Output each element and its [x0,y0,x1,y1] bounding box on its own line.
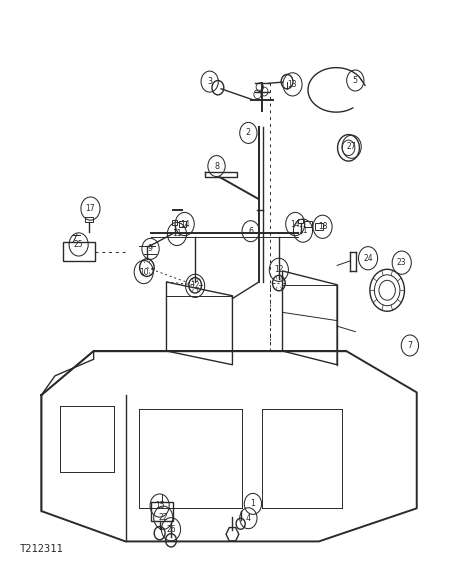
Text: 1: 1 [250,499,255,508]
Text: 24: 24 [363,254,373,263]
Text: 8: 8 [214,162,219,171]
Text: 27: 27 [347,142,356,151]
Text: 4: 4 [246,513,251,523]
Text: 10: 10 [139,267,148,277]
Text: 6: 6 [248,227,253,236]
Text: 15: 15 [155,501,164,510]
Text: 5: 5 [353,76,358,85]
Text: 14: 14 [291,220,300,228]
Text: 14: 14 [180,220,190,228]
Text: 12: 12 [274,265,283,274]
Text: 9: 9 [148,244,153,254]
Text: 23: 23 [397,258,407,267]
Text: 7: 7 [407,341,412,350]
Text: 17: 17 [86,204,95,213]
Text: 25: 25 [74,240,83,249]
Text: 12: 12 [191,281,200,290]
Text: 18: 18 [318,223,328,231]
Text: 13: 13 [288,80,297,89]
Text: 26: 26 [166,525,176,534]
Text: 11: 11 [298,226,308,235]
Text: T212311: T212311 [19,543,63,554]
Text: 22: 22 [158,513,168,522]
Text: 3: 3 [207,77,212,86]
Text: 11: 11 [172,229,182,239]
Text: 2: 2 [246,128,251,137]
